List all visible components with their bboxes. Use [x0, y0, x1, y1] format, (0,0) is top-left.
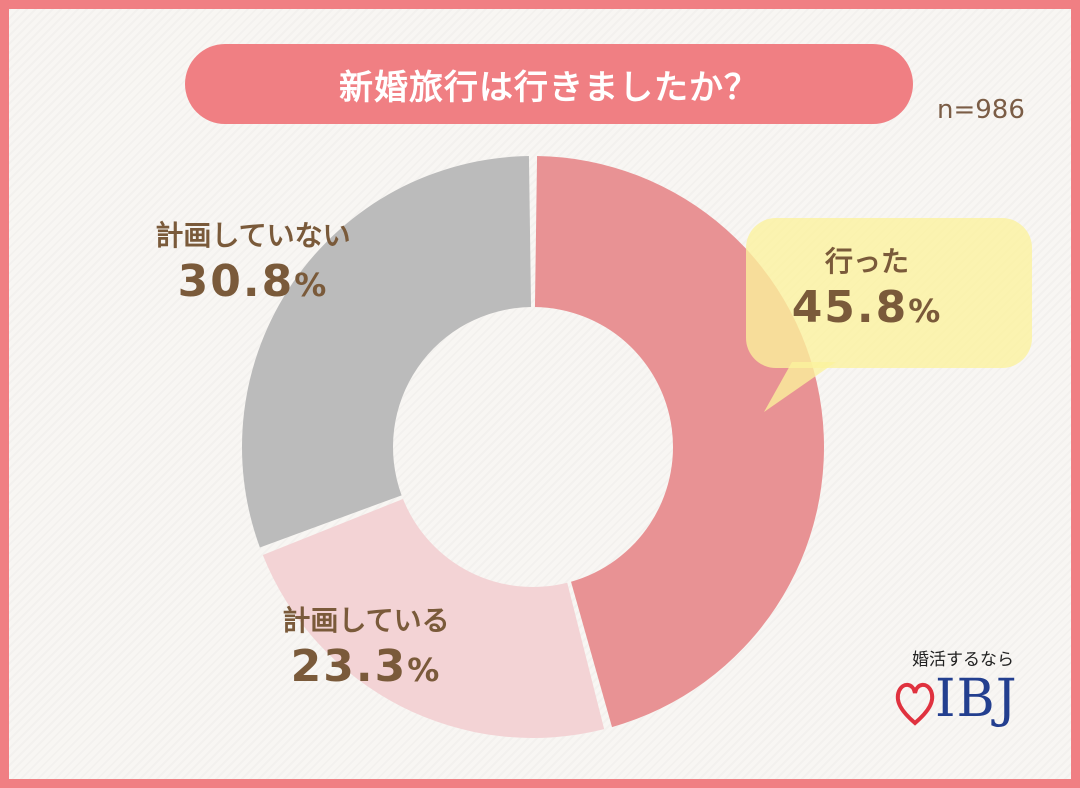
slice-label-planning: 計画している: [282, 604, 450, 637]
label-not-planning: 計画していない 30.8%: [155, 218, 350, 313]
slice-value-planning: 23.3%: [290, 641, 442, 692]
chart-title: 新婚旅行は行きましたか？: [185, 44, 913, 124]
heart-icon: [895, 682, 935, 726]
slice-value-not-planning: 30.8%: [177, 256, 329, 307]
label-went: 行った 45.8%: [792, 244, 943, 339]
ibj-logo: 婚活するなら IBJ: [893, 645, 1043, 740]
slice-planning: [262, 498, 605, 738]
label-planning: 計画している 23.3%: [282, 603, 449, 698]
brand-name: IBJ: [935, 669, 1018, 729]
slice-label-not-planning: 計画していない: [155, 219, 351, 252]
slice-label-went: 行った: [824, 245, 909, 278]
slice-value-went: 45.8%: [791, 282, 943, 333]
sample-size: n=986: [937, 95, 1025, 125]
slice-not-planning: [241, 156, 532, 548]
brand-tagline: 婚活するなら: [912, 650, 1014, 670]
callout-bubble: [746, 218, 1032, 412]
